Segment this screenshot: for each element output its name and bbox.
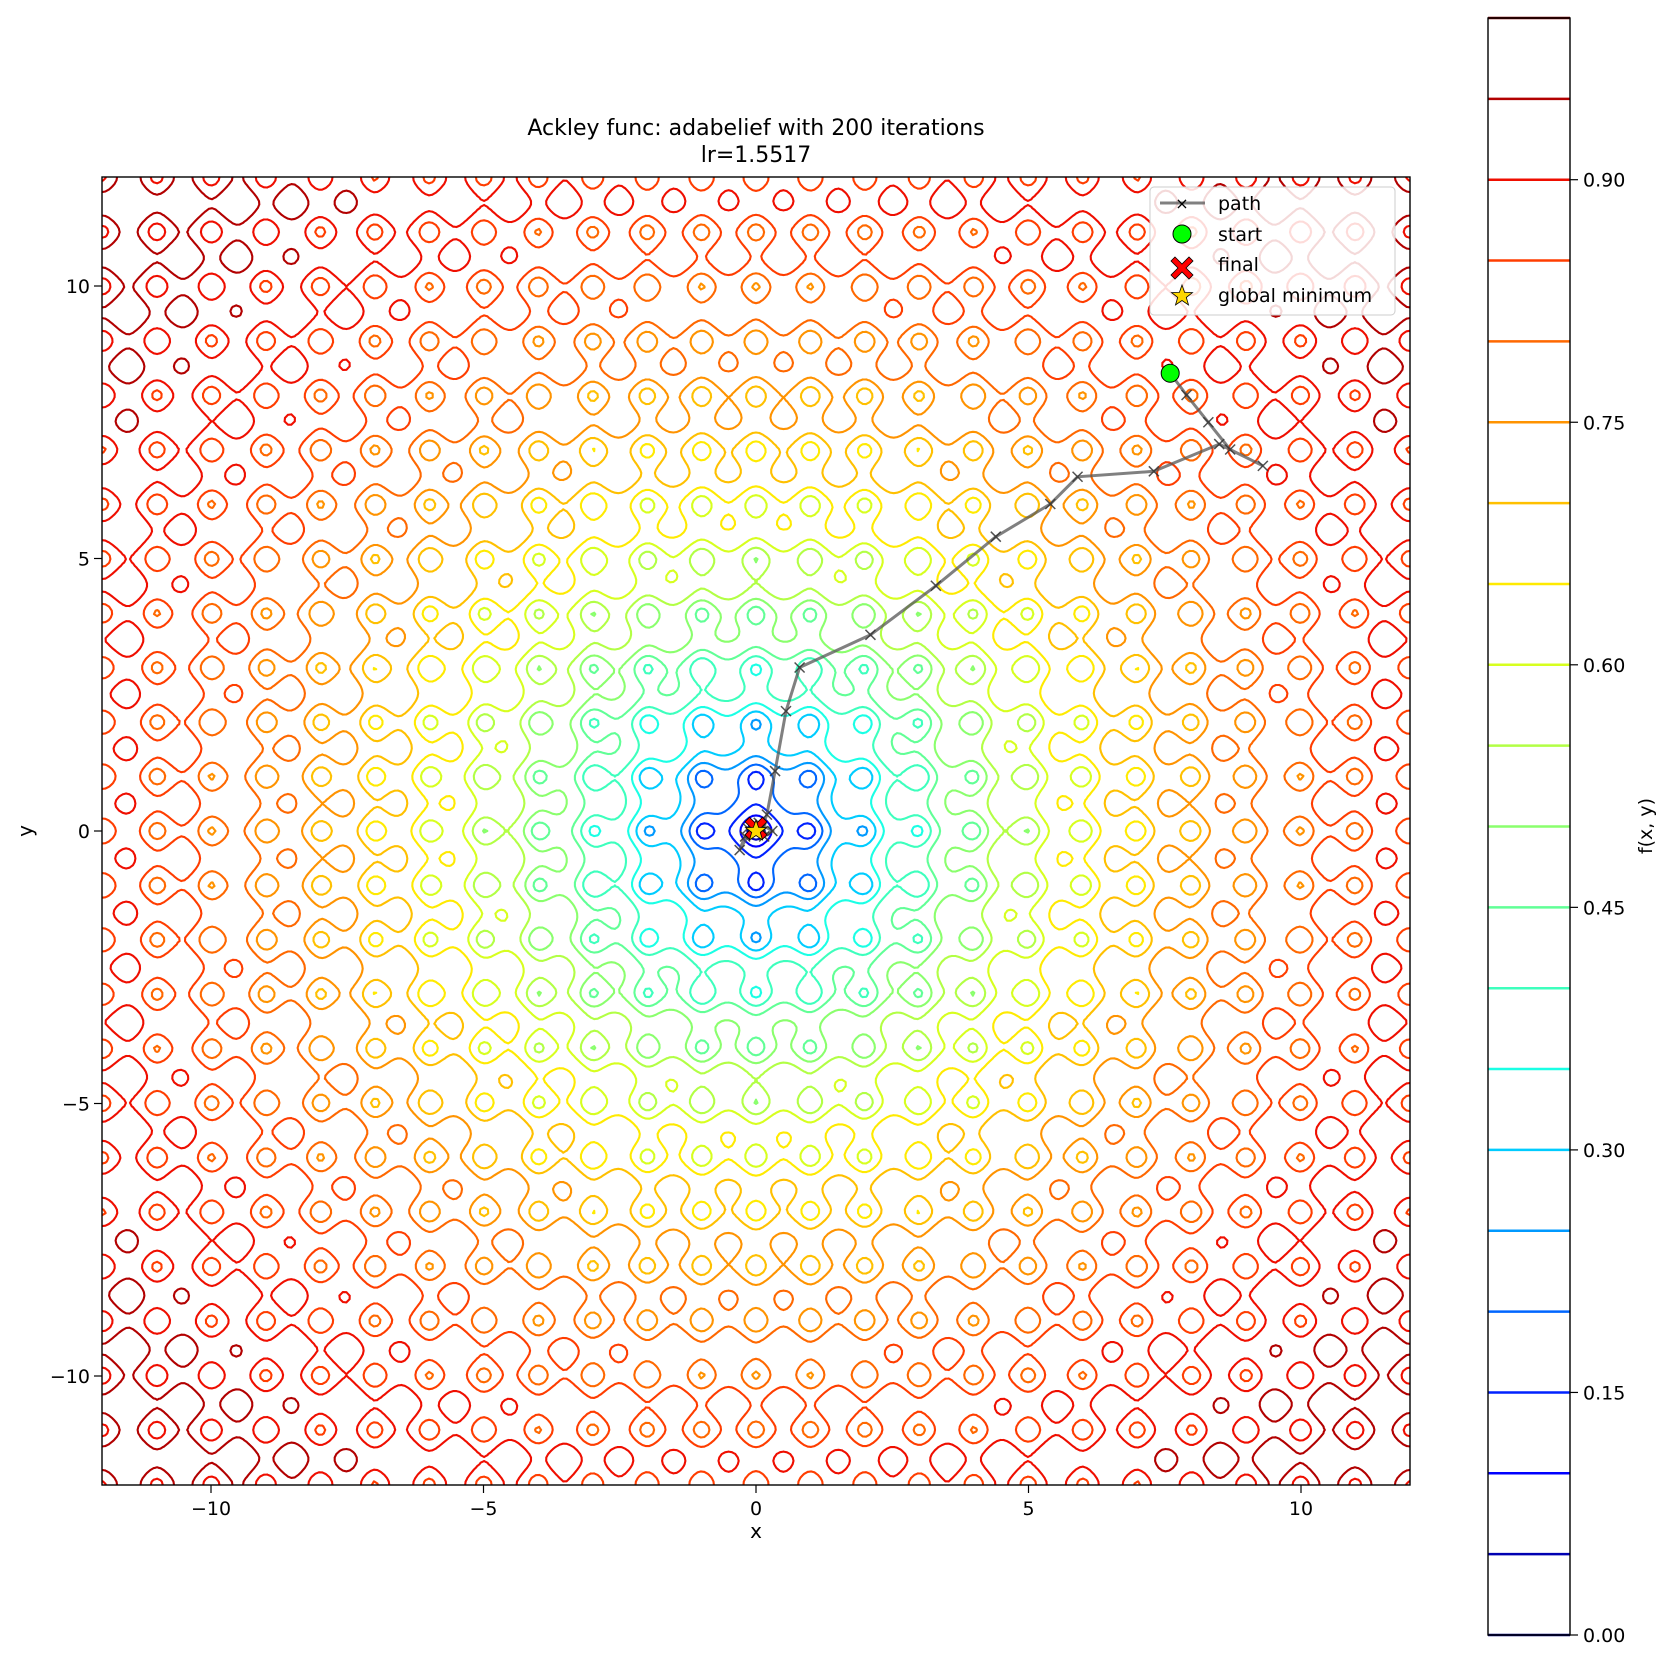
x-tick-label: −5	[469, 1498, 497, 1520]
path-layer	[734, 363, 1269, 856]
contour-level	[419, 494, 1093, 1168]
contour-level	[588, 663, 924, 999]
path-point	[930, 580, 942, 592]
path-point	[1044, 498, 1056, 510]
legend-label-final: final	[1218, 254, 1259, 276]
x-tick-label: 0	[750, 1498, 762, 1520]
colorbar: 0.00 0.15 0.30 0.45 0.60 0.75 0.90 f(x, y)	[1487, 16, 1657, 1647]
x-axis-label: x	[750, 1519, 762, 1543]
path-point	[794, 661, 806, 674]
path-point	[1148, 465, 1160, 477]
legend-entry-final: final	[1170, 254, 1259, 280]
legend-entry-path: × path	[1160, 193, 1261, 215]
path-point	[1202, 416, 1214, 428]
contour-layer	[102, 177, 1410, 1485]
path-point	[766, 825, 778, 837]
x-axis: −10 −5 0 5 10	[191, 1485, 1313, 1520]
legend-label-path: path	[1218, 193, 1261, 215]
contour-level	[310, 385, 1202, 1277]
legend-cross-marker: ×	[1175, 194, 1188, 213]
path-point	[1224, 443, 1236, 456]
colorbar-tick-label: 0.75	[1583, 412, 1625, 434]
path-point	[1181, 389, 1193, 401]
colorbar-tick-label: 0.00	[1583, 1625, 1625, 1647]
start-marker	[1160, 363, 1180, 383]
legend-box	[1149, 186, 1396, 316]
contour-level	[643, 718, 869, 944]
colorbar-tick-label: 0.60	[1583, 655, 1625, 677]
x-tick-label: −10	[191, 1498, 231, 1520]
colorbar-levels	[1488, 16, 1570, 1637]
y-tick-label: −5	[62, 1094, 90, 1116]
legend-star-marker	[1170, 283, 1194, 306]
contour-level	[102, 177, 1410, 1485]
global-minimum-marker	[744, 818, 768, 841]
legend-entry-global-minimum: global minimum	[1170, 283, 1372, 307]
contour-level	[688, 763, 824, 899]
colorbar-frame	[1487, 17, 1571, 1636]
path-point	[1257, 460, 1269, 472]
path-point	[990, 531, 1002, 543]
chart-title: Ackley func: adabelief with 200 iteratio…	[527, 116, 984, 141]
legend-label-start: start	[1218, 224, 1262, 246]
legend-final-marker	[1170, 256, 1194, 280]
y-tick-label: 5	[78, 549, 90, 571]
y-tick-label: 10	[66, 276, 90, 298]
contour-level	[580, 655, 932, 1007]
colorbar-ticks: 0.00 0.15 0.30 0.45 0.60 0.75 0.90	[1570, 170, 1625, 1647]
path-point	[1213, 438, 1225, 450]
path-point	[769, 765, 781, 777]
contour-level	[471, 546, 1041, 1116]
contour-level	[635, 710, 877, 952]
path-point	[734, 844, 746, 856]
path-point	[780, 705, 792, 717]
x-tick-label: 10	[1289, 1498, 1313, 1520]
chart-subtitle: lr=1.5517	[701, 143, 812, 168]
contour-level	[102, 177, 1410, 1485]
legend-start-marker	[1172, 224, 1192, 244]
colorbar-label: f(x, y)	[1635, 798, 1657, 854]
contour-level	[207, 282, 1305, 1380]
colorbar-tick-label: 0.15	[1583, 1382, 1625, 1404]
colorbar-tick-label: 0.45	[1583, 897, 1625, 919]
x-tick-label: 5	[1022, 1498, 1034, 1520]
path-point	[1072, 471, 1084, 483]
legend: × path start final global minimum	[1149, 186, 1396, 316]
colorbar-tick-label: 0.30	[1583, 1140, 1625, 1162]
contour-level	[530, 605, 982, 1057]
path-point	[864, 629, 876, 641]
y-tick-label: −10	[50, 1366, 90, 1388]
y-tick-label: 0	[78, 821, 90, 843]
colorbar-tick-label: 0.90	[1583, 170, 1625, 192]
contour-level	[365, 440, 1147, 1222]
legend-entry-start: start	[1172, 224, 1262, 246]
legend-label-global-minimum: global minimum	[1218, 285, 1372, 307]
contour-level	[482, 557, 1030, 1105]
plot-area	[101, 176, 1411, 1486]
contour-level	[148, 223, 1364, 1439]
y-axis-label: y	[13, 825, 37, 837]
y-axis: −10 −5 0 5 10	[50, 276, 102, 1388]
